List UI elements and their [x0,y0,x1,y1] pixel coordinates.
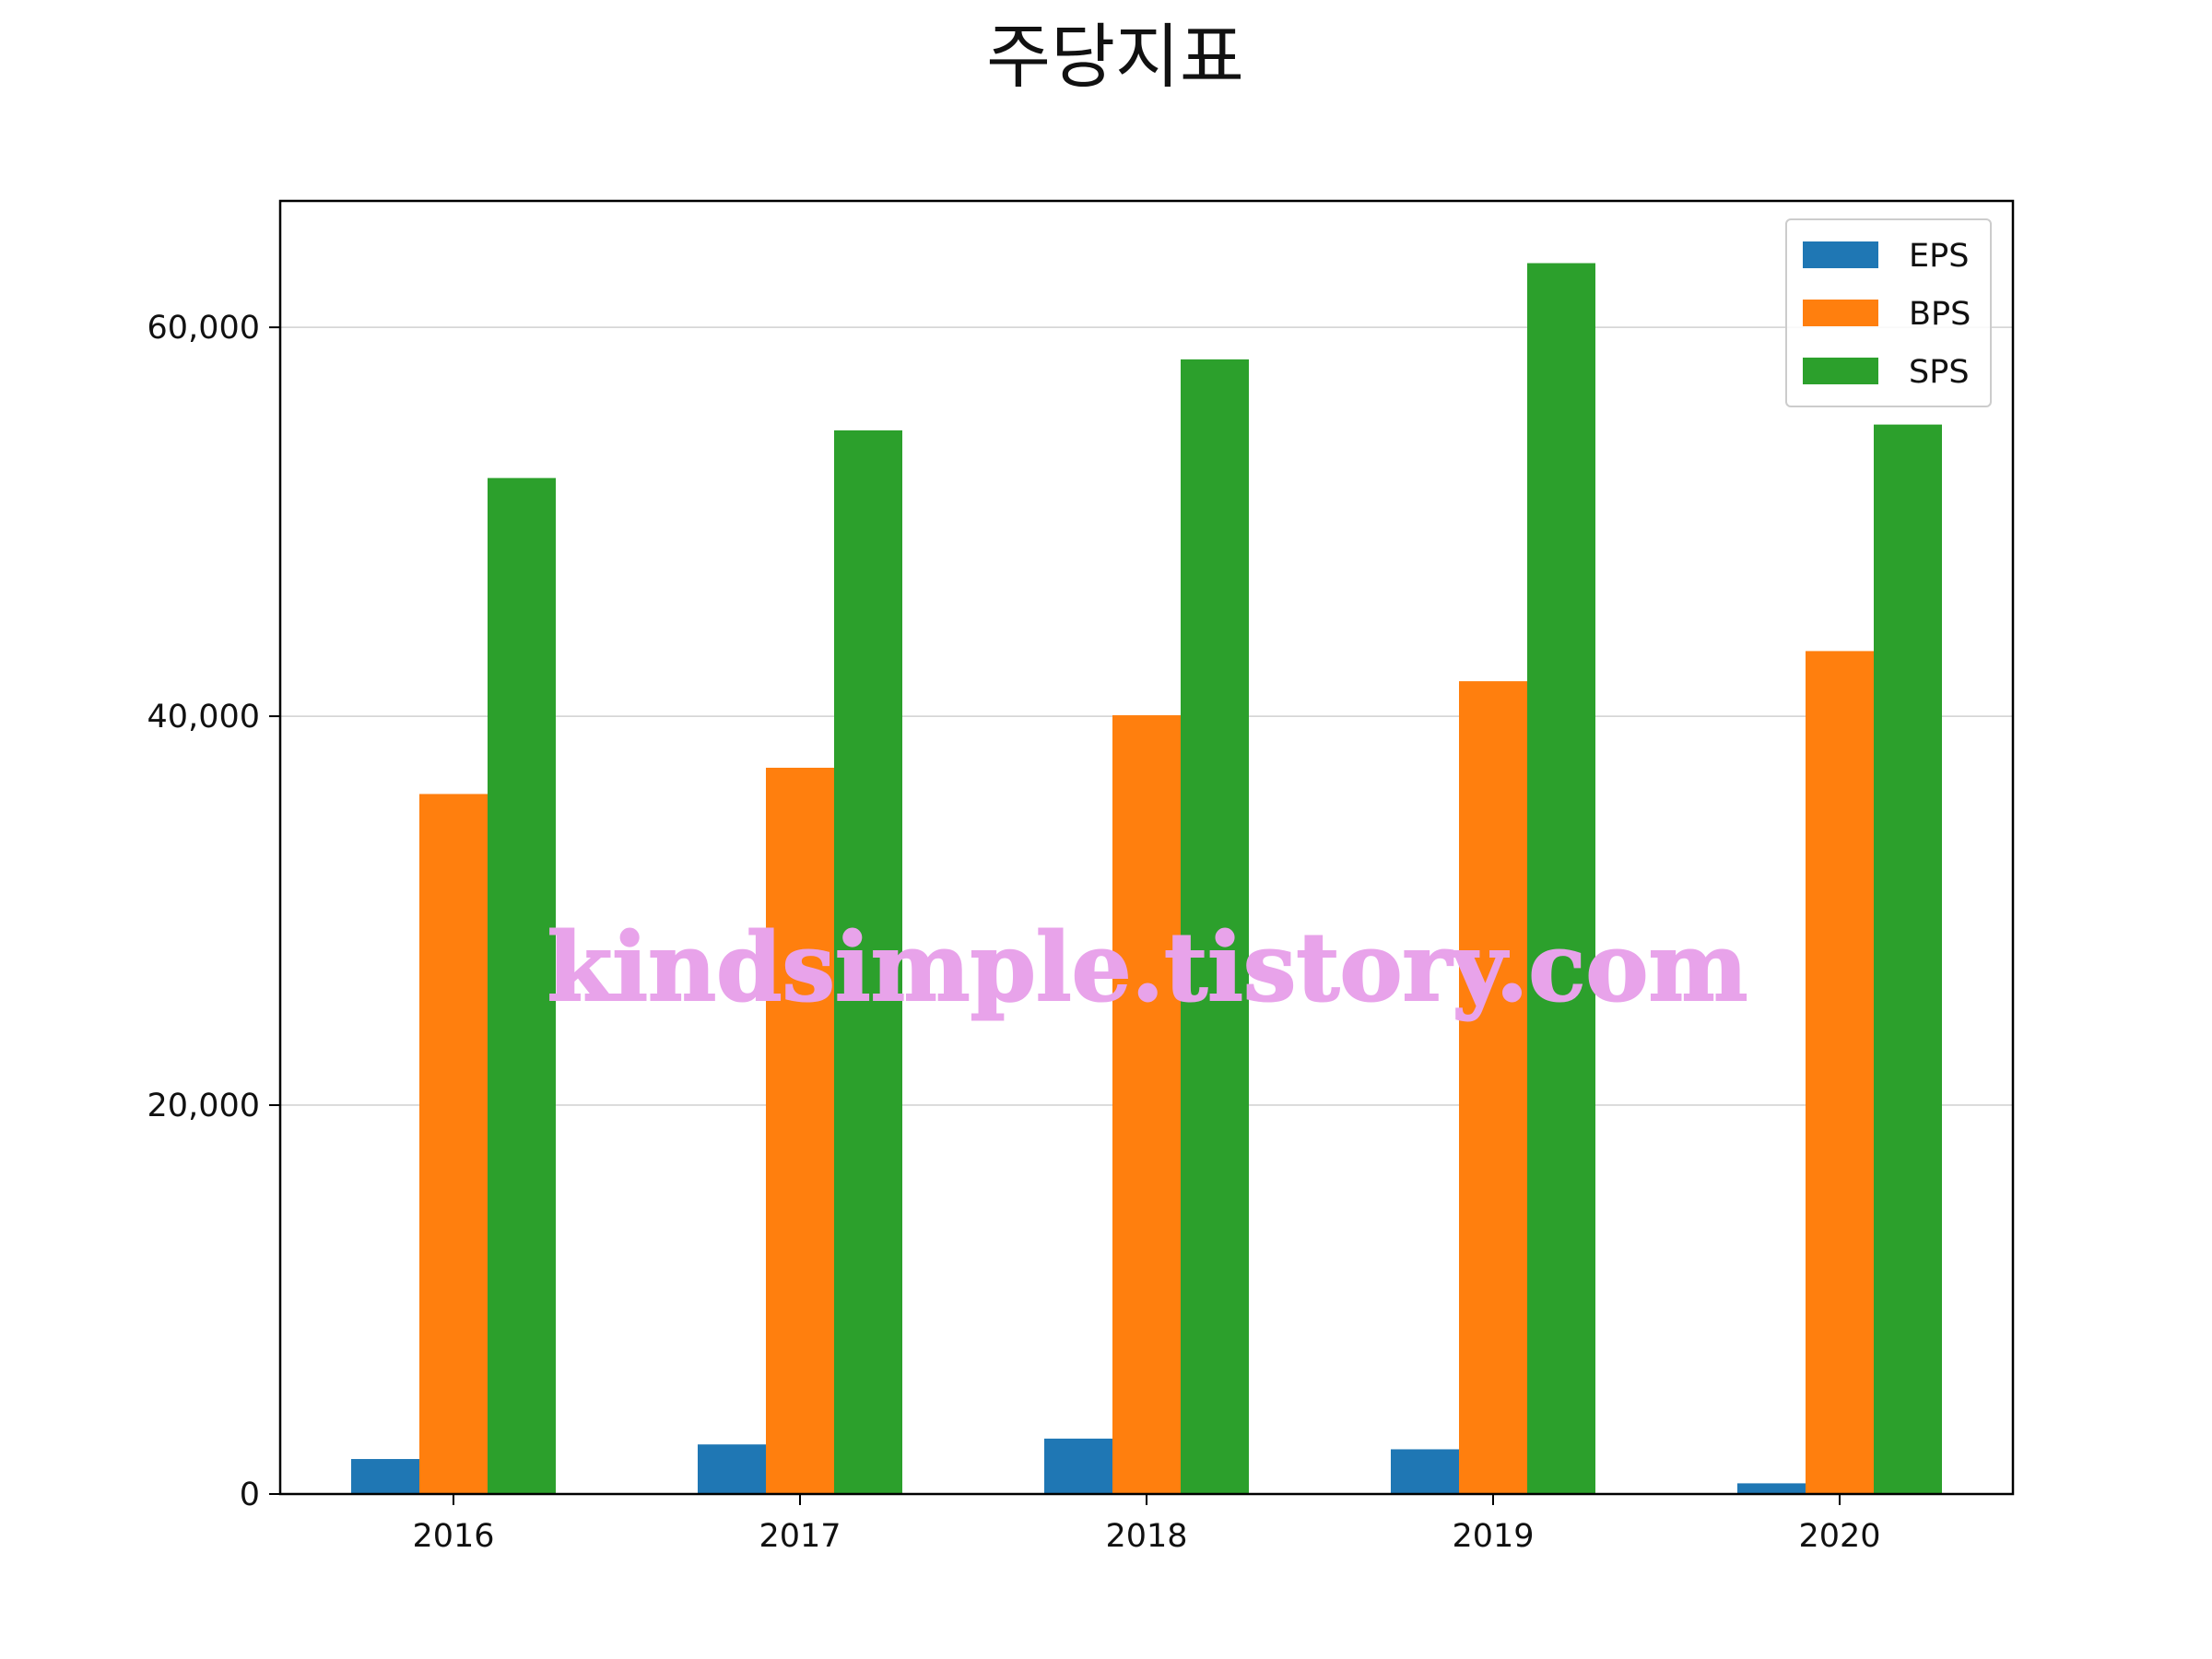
y-tick-label: 40,000 [147,699,260,735]
y-tick-label: 20,000 [147,1088,260,1124]
bar-bps-2019 [1459,681,1527,1494]
legend-label-sps: SPS [1909,354,1970,391]
bar-eps-2017 [698,1444,766,1494]
bar-eps-2020 [1737,1483,1806,1494]
bar-eps-2019 [1391,1449,1459,1494]
legend-label-eps: EPS [1909,238,1969,275]
legend-swatch-sps [1803,358,1878,384]
bar-eps-2016 [351,1459,419,1494]
chart-title: 주당지표 [986,16,1244,98]
x-tick-label: 2018 [1105,1518,1187,1555]
bar-eps-2018 [1044,1438,1112,1494]
legend-swatch-eps [1803,241,1878,268]
x-tick-label: 2017 [759,1518,841,1555]
bar-sps-2020 [1874,424,1942,1495]
legend-label-bps: BPS [1909,296,1971,333]
bar-bps-2020 [1806,651,1874,1494]
bar-sps-2018 [1181,359,1249,1494]
bar-bps-2017 [766,767,834,1494]
legend-swatch-bps [1803,300,1878,326]
y-tick-label: 60,000 [147,310,260,347]
legend: EPS BPS SPS [1785,218,1992,407]
bar-sps-2017 [834,429,902,1494]
bar-bps-2016 [419,794,488,1494]
y-tick-label: 0 [240,1477,260,1513]
bar-sps-2019 [1527,263,1595,1494]
bars [351,263,1942,1495]
watermark-text: kindsimple.tistory.com [547,912,1748,1023]
x-tick-label: 2016 [412,1518,494,1555]
x-tick-label: 2019 [1452,1518,1534,1555]
x-tick-label: 2020 [1798,1518,1880,1555]
bar-bps-2018 [1112,715,1181,1494]
bar-sps-2016 [488,477,556,1495]
x-axis: 2016 2017 2018 2019 2020 [412,1494,1881,1555]
y-axis: 0 20,000 40,000 60,000 [147,310,280,1513]
